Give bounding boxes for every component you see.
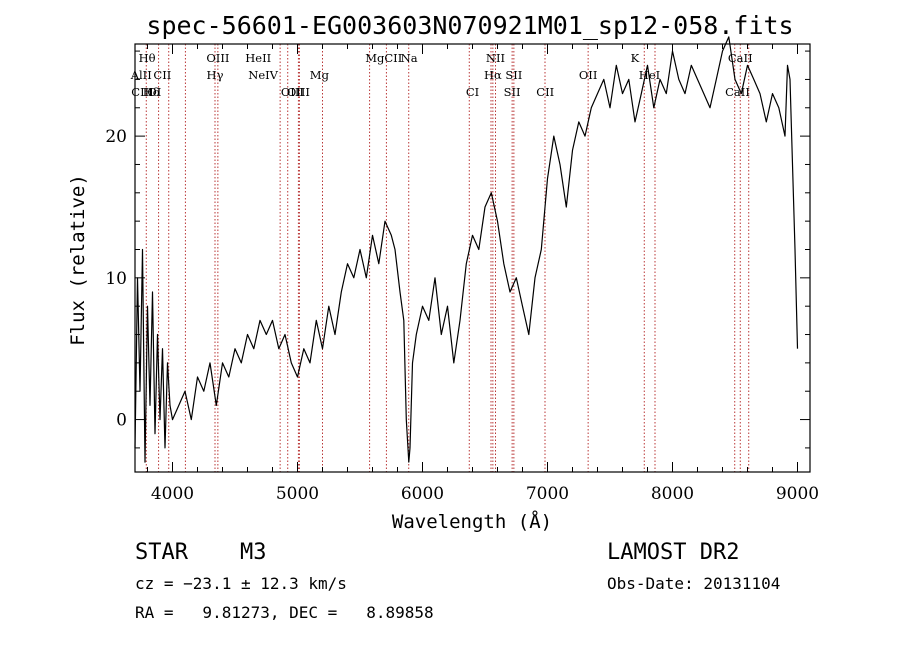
x-tick-label-5: 9000 (776, 484, 819, 504)
chart-title: spec-56601-EG003603N070921M01_sp12-058.f… (146, 11, 793, 40)
line-label-19: OI (147, 85, 161, 99)
line-label-24: CII (536, 85, 554, 99)
line-label-0: Hθ (139, 51, 156, 65)
plot-frame (134, 43, 811, 473)
line-label-11: Hα (484, 68, 502, 82)
line-label-25: CaII (725, 85, 750, 99)
x-axis: 4000 5000 6000 7000 8000 9000 (147, 44, 819, 504)
line-label-16: CaII (728, 51, 753, 65)
redshift-readout: cz = −23.1 ± 12.3 km/s (135, 574, 347, 593)
line-label-10: NII (486, 51, 505, 65)
line-label-4: Hγ (207, 68, 224, 82)
y-tick-label-2: 20 (105, 127, 127, 147)
x-axis-label: Wavelength (Å) (392, 510, 552, 533)
survey-label: LAMOST DR2 (607, 540, 740, 565)
line-label-5: HeII (245, 51, 271, 65)
line-label-3: OIII (206, 51, 229, 65)
x-tick-label-1: 5000 (276, 484, 319, 504)
spectrum-series (134, 36, 799, 463)
ra-dec-readout: RA = 9.81273, DEC = 8.89858 (135, 603, 434, 622)
line-label-22: CI (466, 85, 479, 99)
object-class: STAR (135, 540, 188, 565)
line-label-1: AlII (130, 68, 152, 82)
obs-date: Obs-Date: 20131104 (607, 574, 781, 593)
y-tick-label-0: 0 (116, 411, 127, 431)
y-axis-label: Flux (relative) (67, 174, 89, 346)
x-tick-label-2: 6000 (401, 484, 444, 504)
line-label-23: SII (504, 85, 521, 99)
line-label-17: CIII (131, 85, 153, 99)
line-label-7: Mg (310, 68, 330, 82)
x-tick-label-0: 4000 (151, 484, 194, 504)
line-label-20: OIII (287, 85, 310, 99)
x-tick-label-3: 7000 (526, 484, 569, 504)
line-label-21: OIII (281, 85, 304, 99)
line-label-6: NeIV (248, 68, 278, 82)
line-label-8: MgCII (365, 51, 402, 65)
y-tick-label-1: 10 (105, 269, 127, 289)
line-label-14: K (631, 51, 640, 65)
object-subclass: M3 (240, 540, 267, 565)
line-label-13: OII (579, 68, 598, 82)
y-axis: 0 10 20 (105, 50, 810, 449)
spectrum-line-group (134, 36, 799, 463)
line-label-9: Na (401, 51, 418, 65)
line-label-12: SII (505, 68, 522, 82)
x-tick-label-4: 8000 (651, 484, 694, 504)
line-label-18: Hδ (143, 85, 160, 99)
line-label-2: CII (153, 68, 171, 82)
